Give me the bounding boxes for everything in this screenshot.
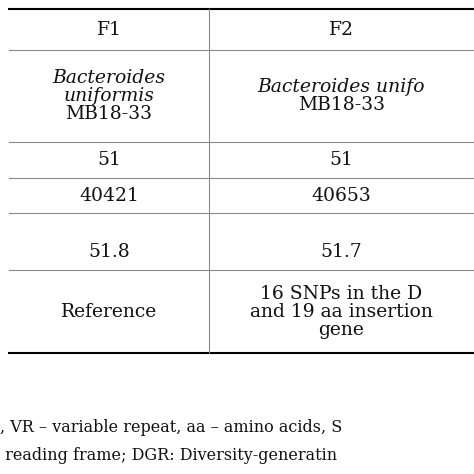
Text: 51: 51 [329, 151, 353, 169]
Text: F2: F2 [329, 21, 354, 38]
Text: and 19 aa insertion: and 19 aa insertion [250, 303, 433, 320]
Text: 51.8: 51.8 [88, 244, 130, 261]
Text: Bacteroides unifo: Bacteroides unifo [257, 78, 425, 96]
Text: F1: F1 [97, 21, 121, 38]
Text: 40653: 40653 [311, 187, 371, 204]
Text: Reference: Reference [61, 303, 157, 320]
Text: , VR – variable repeat, aa – amino acids, S: , VR – variable repeat, aa – amino acids… [0, 419, 342, 437]
Text: uniformis: uniformis [64, 87, 155, 105]
Text: 16 SNPs in the D: 16 SNPs in the D [260, 285, 422, 302]
Text: MB18-33: MB18-33 [298, 96, 385, 114]
Text: reading frame; DGR: Diversity-generatin: reading frame; DGR: Diversity-generatin [0, 447, 337, 464]
Text: Bacteroides: Bacteroides [53, 69, 165, 87]
Text: gene: gene [319, 321, 364, 338]
Text: 51: 51 [97, 151, 121, 169]
Text: 51.7: 51.7 [320, 244, 362, 261]
Text: 40421: 40421 [79, 187, 139, 204]
Text: MB18-33: MB18-33 [65, 105, 153, 123]
